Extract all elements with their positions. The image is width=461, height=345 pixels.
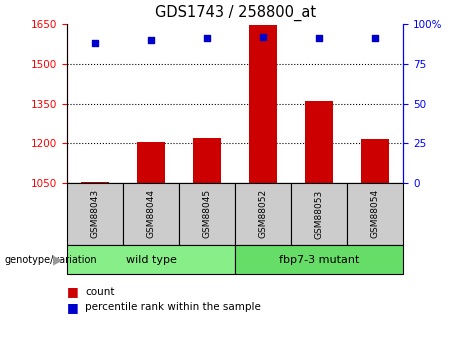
Point bbox=[203, 36, 211, 41]
Text: GSM88054: GSM88054 bbox=[371, 189, 380, 238]
Text: GSM88043: GSM88043 bbox=[90, 189, 100, 238]
Bar bbox=[249, 26, 277, 183]
Text: GSM88044: GSM88044 bbox=[147, 189, 155, 238]
Text: GSM88052: GSM88052 bbox=[259, 189, 268, 238]
Bar bbox=[361, 139, 390, 183]
Text: genotype/variation: genotype/variation bbox=[5, 255, 97, 265]
Text: wild type: wild type bbox=[125, 255, 177, 265]
Point bbox=[147, 37, 154, 43]
Bar bbox=[193, 138, 221, 183]
Bar bbox=[137, 142, 165, 183]
Point bbox=[372, 36, 379, 41]
Text: GSM88045: GSM88045 bbox=[202, 189, 212, 238]
Text: ▶: ▶ bbox=[53, 253, 62, 266]
Text: count: count bbox=[85, 287, 115, 296]
Text: percentile rank within the sample: percentile rank within the sample bbox=[85, 302, 261, 312]
Point bbox=[315, 36, 323, 41]
Point bbox=[260, 34, 267, 40]
Point bbox=[91, 40, 99, 46]
Title: GDS1743 / 258800_at: GDS1743 / 258800_at bbox=[154, 5, 316, 21]
Text: fbp7-3 mutant: fbp7-3 mutant bbox=[279, 255, 360, 265]
Text: GSM88053: GSM88053 bbox=[315, 189, 324, 238]
Text: ■: ■ bbox=[67, 285, 78, 298]
Bar bbox=[81, 181, 109, 183]
Bar bbox=[305, 101, 333, 183]
Text: ■: ■ bbox=[67, 300, 78, 314]
